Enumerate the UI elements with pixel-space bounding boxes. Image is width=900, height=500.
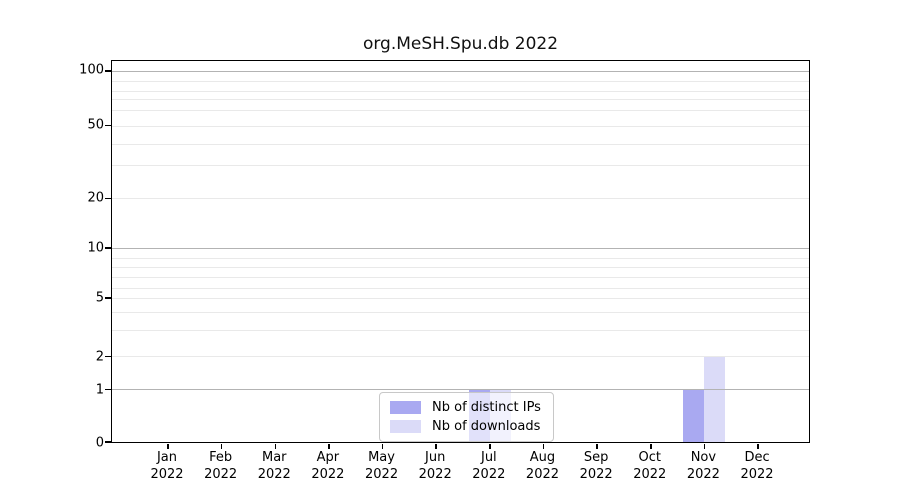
y-tick-label: 100 (79, 62, 104, 78)
x-tick-mark (489, 443, 491, 449)
legend-label-distinct-ips: Nb of distinct IPs (432, 400, 541, 415)
legend: Nb of distinct IPs Nb of downloads (379, 392, 554, 442)
x-axis: Jan 2022 Feb 2022 Mar 2022 Apr 2022 May 2022… (111, 449, 810, 489)
x-tick-label: Apr 2022 (311, 450, 345, 482)
x-tick-label: Oct 2022 (633, 450, 667, 482)
gridline-minor (112, 90, 809, 92)
gridline-minor (112, 356, 809, 358)
x-tick-mark (435, 443, 437, 449)
gridline-minor (112, 329, 809, 331)
gridline-minor (112, 287, 809, 289)
gridline-minor (112, 198, 809, 200)
gridline-minor (112, 125, 809, 127)
chart-title: org.MeSH.Spu.db 2022 (362, 34, 559, 54)
y-tick-mark (105, 388, 111, 391)
y-tick-mark (105, 441, 111, 443)
x-tick-label: Dec 2022 (740, 450, 774, 482)
legend-swatch-distinct-ips (390, 401, 421, 414)
x-tick-label: Jun 2022 (418, 450, 452, 482)
y-tick-mark (105, 247, 111, 249)
x-tick-mark (757, 443, 759, 449)
y-tick-label: 10 (87, 240, 104, 256)
plot-area: Nb of distinct IPs Nb of downloads (105, 60, 810, 449)
gridline-minor (112, 311, 809, 313)
legend-label-downloads: Nb of downloads (432, 419, 541, 434)
x-tick-mark (274, 443, 277, 449)
x-tick-label: Jan 2022 (150, 450, 184, 482)
y-tick-mark (105, 297, 111, 299)
gridline-minor (112, 80, 809, 82)
gridline-minor (112, 165, 809, 167)
gridline-minor (112, 109, 809, 111)
x-tick-mark (703, 443, 706, 449)
x-tick-mark (650, 443, 652, 449)
gridline-minor (112, 297, 809, 299)
y-tick-mark (105, 355, 111, 358)
gridline-major (112, 70, 809, 72)
x-tick-mark (167, 443, 169, 449)
legend-swatch-downloads (390, 420, 421, 433)
x-tick-mark (381, 443, 384, 449)
y-tick-label: 50 (87, 117, 104, 133)
y-tick-mark (105, 124, 111, 127)
x-tick-label: Feb 2022 (204, 450, 238, 482)
legend-entry-downloads: Nb of downloads (390, 417, 543, 436)
x-tick-label: May 2022 (365, 450, 399, 482)
gridline-minor (112, 143, 809, 145)
y-axis: 0 1 2 5 10 20 50 100 (0, 60, 104, 449)
y-tick-label: 1 (95, 382, 104, 398)
y-tick-mark (105, 197, 111, 200)
x-tick-mark (596, 443, 598, 449)
x-tick-mark (220, 443, 223, 449)
x-tick-label: Sep 2022 (579, 450, 613, 482)
y-tick-mark (105, 70, 111, 72)
gridline-minor (112, 276, 809, 278)
gridline-minor (112, 98, 809, 100)
gridline-major (112, 248, 809, 250)
x-tick-mark (542, 443, 545, 449)
x-tick-mark (328, 443, 330, 449)
gridline-minor (112, 257, 809, 259)
y-tick-label: 20 (87, 190, 104, 206)
legend-entry-distinct-ips: Nb of distinct IPs (390, 398, 543, 417)
y-tick-label: 0 (95, 435, 104, 451)
x-tick-label: Mar 2022 (257, 450, 291, 482)
gridline-major (112, 389, 809, 391)
x-tick-label: Nov 2022 (686, 450, 720, 482)
x-tick-label: Aug 2022 (525, 450, 560, 482)
y-tick-label: 2 (95, 349, 104, 365)
plot-canvas (105, 61, 809, 449)
bar-downloads (704, 356, 726, 442)
x-tick-label: Jul 2022 (472, 450, 506, 482)
y-tick-label: 5 (95, 290, 104, 306)
gridline-minor (112, 266, 809, 268)
bar-distinct-ips (683, 389, 705, 442)
